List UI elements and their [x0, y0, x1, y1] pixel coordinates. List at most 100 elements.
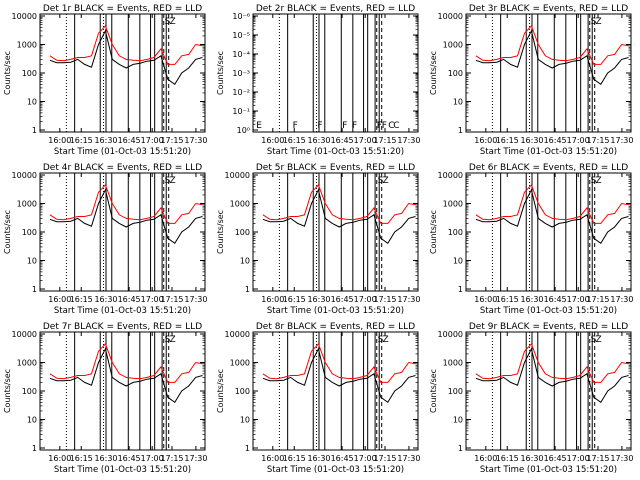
panel-title: Det 1r BLACK = Events, RED = LLD	[43, 4, 202, 14]
x-tick-label: 16:00	[474, 295, 497, 304]
panel-title: Det 5r BLACK = Events, RED = LLD	[256, 163, 415, 173]
plot-frame	[465, 13, 632, 133]
y-tick-label: 10000	[438, 330, 463, 339]
plot-frame	[465, 172, 632, 292]
x-tick-label: 17:30	[184, 454, 207, 463]
flag-letter: F	[377, 121, 382, 131]
x-tick-label: 16:45	[331, 295, 354, 304]
plot-frame	[39, 331, 206, 451]
flag-letter: Z	[596, 17, 602, 27]
plot-frame	[39, 13, 206, 133]
flag-letter: Z	[170, 335, 176, 345]
x-tick-label: 16:30	[307, 454, 330, 463]
y-tick-label: 10	[27, 98, 37, 107]
panel-det-7: Det 7r BLACK = Events, RED = LLD Counts/s…	[3, 322, 207, 475]
panel-title: Det 4r BLACK = Events, RED = LLD	[43, 163, 202, 173]
series-events-line	[49, 29, 203, 86]
plot-frame	[252, 331, 419, 451]
x-tick-label: 16:30	[94, 454, 117, 463]
x-tick-label: 17:30	[610, 454, 633, 463]
flag-letter: S	[378, 335, 384, 345]
x-tick-label: 17:15	[160, 136, 183, 145]
flag-letter: S	[591, 335, 597, 345]
x-tick-label: 16:15	[70, 295, 93, 304]
x-tick-label: 16:30	[307, 295, 330, 304]
x-tick-label: 17:15	[160, 454, 183, 463]
flag-letter: Z	[383, 335, 389, 345]
x-tick-label: 16:00	[261, 454, 284, 463]
y-tick-label: 1000	[230, 200, 250, 209]
x-tick-label: 16:45	[544, 295, 567, 304]
x-tick-label: 16:15	[70, 136, 93, 145]
flag-letter: S	[165, 17, 171, 27]
x-tick-label: 17:30	[610, 295, 633, 304]
y-axis-label: Counts/sec	[216, 369, 225, 413]
flag-letter: S	[165, 176, 171, 186]
x-tick-label: 16:00	[48, 136, 71, 145]
x-axis-label: Start Time (01-Oct-03 15:51:20)	[480, 465, 617, 475]
y-tick-label: 100	[448, 387, 463, 396]
y-tick-label: 1	[458, 285, 463, 294]
series-events-line	[475, 29, 629, 86]
flag-letter: F	[293, 121, 298, 131]
y-axis-label: Counts/sec	[216, 51, 225, 95]
y-tick-label: 1000	[17, 359, 37, 368]
series-lld-line	[475, 183, 629, 224]
x-tick-label: 16:45	[118, 454, 141, 463]
x-tick-label: 16:00	[474, 454, 497, 463]
flag-letter: C	[388, 121, 394, 131]
x-tick-label: 17:00	[141, 295, 164, 304]
x-tick-label: 17:15	[373, 295, 396, 304]
panel-title: Det 3r BLACK = Events, RED = LLD	[469, 4, 628, 14]
flag-letter: F	[382, 121, 387, 131]
y-tick-label: 10⁰	[237, 126, 250, 135]
series-lld-line	[262, 183, 416, 224]
flag-letter: S	[591, 17, 597, 27]
y-tick-label: 100	[22, 69, 37, 78]
flag-letter: S	[165, 335, 171, 345]
y-tick-label: 10	[27, 416, 37, 425]
x-tick-label: 17:30	[184, 295, 207, 304]
x-tick-label: 16:30	[520, 454, 543, 463]
y-tick-label: 1	[245, 285, 250, 294]
x-axis-label: Start Time (01-Oct-03 15:51:20)	[267, 465, 404, 475]
flag-letter: E	[256, 121, 262, 131]
y-axis-label: Counts/sec	[3, 210, 12, 254]
plot-frame	[252, 172, 419, 292]
series-events-line	[262, 188, 416, 245]
y-tick-label: 1000	[443, 200, 463, 209]
x-tick-label: 17:30	[610, 136, 633, 145]
x-axis-label: Start Time (01-Oct-03 15:51:20)	[54, 147, 191, 157]
x-tick-label: 16:30	[520, 295, 543, 304]
x-tick-label: 17:15	[586, 136, 609, 145]
series-lld-line	[475, 342, 629, 383]
x-tick-label: 17:00	[567, 454, 590, 463]
y-axis-label: Counts/sec	[3, 51, 12, 95]
x-tick-label: 16:30	[307, 136, 330, 145]
flag-letter: F	[352, 121, 357, 131]
x-axis-label: Start Time (01-Oct-03 15:51:20)	[54, 465, 191, 475]
series-events-line	[262, 347, 416, 404]
panel-det-8: Det 8r BLACK = Events, RED = LLD Counts/s…	[216, 322, 420, 475]
y-tick-label: 1000	[443, 359, 463, 368]
x-tick-label: 17:00	[354, 454, 377, 463]
y-tick-label: 100	[448, 69, 463, 78]
x-tick-label: 16:45	[331, 454, 354, 463]
y-tick-label: 1000	[17, 41, 37, 50]
y-tick-label: 100	[22, 387, 37, 396]
series-lld-line	[49, 183, 203, 224]
x-tick-label: 17:30	[184, 136, 207, 145]
series-events-line	[475, 188, 629, 245]
x-tick-label: 17:00	[141, 454, 164, 463]
y-tick-label: 10000	[438, 12, 463, 21]
y-tick-label: 100	[235, 228, 250, 237]
x-tick-label: 16:45	[331, 136, 354, 145]
panel-title: Det 6r BLACK = Events, RED = LLD	[469, 163, 628, 173]
x-tick-label: 16:15	[283, 136, 306, 145]
y-tick-label: 1000	[443, 41, 463, 50]
x-tick-label: 17:15	[586, 454, 609, 463]
panel-title: Det 9r BLACK = Events, RED = LLD	[469, 322, 628, 332]
y-tick-label: 10000	[438, 171, 463, 180]
x-tick-label: 17:30	[397, 454, 420, 463]
y-tick-label: 1000	[17, 200, 37, 209]
